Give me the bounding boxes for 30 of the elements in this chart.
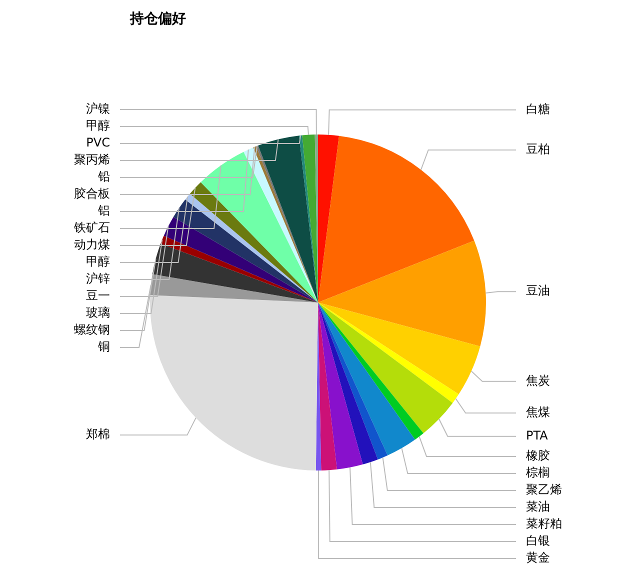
slice-label: 聚丙烯 xyxy=(74,152,110,167)
slice-label: 豆一 xyxy=(86,288,110,303)
slice-label: PTA xyxy=(526,428,549,442)
slice-label: 焦炭 xyxy=(526,373,550,388)
slice-label: 沪锌 xyxy=(86,272,110,286)
slice-label: PVC xyxy=(86,136,110,150)
slice-label: 白糖 xyxy=(526,102,550,116)
slice-label: 动力煤 xyxy=(74,238,110,252)
slice-label: 黄金 xyxy=(526,550,550,565)
slice-label: 焦煤 xyxy=(526,405,550,420)
slice-label: 玻璃 xyxy=(86,306,110,320)
slice-label: 甲醇 xyxy=(86,118,110,133)
slice-label: 沪镍 xyxy=(86,102,110,116)
slice-label: 铜 xyxy=(97,340,110,354)
slice-label: 豆油 xyxy=(526,284,550,298)
chart-title: 持仓偏好 xyxy=(130,10,186,28)
slice-label: 白银 xyxy=(526,534,550,548)
slice-label: 郑棉 xyxy=(86,427,110,442)
slice-label: 铝 xyxy=(97,204,110,218)
slice-label: 豆柏 xyxy=(526,142,550,156)
slice-label: 聚乙烯 xyxy=(526,482,562,497)
slice-label: 铁矿石 xyxy=(73,220,110,235)
slice-label: 胶合板 xyxy=(74,186,110,201)
slice-label: 棕榈 xyxy=(526,466,550,480)
slice-label: 菜油 xyxy=(526,500,550,514)
slice-label: 螺纹钢 xyxy=(74,322,110,337)
slice-label: 甲醇 xyxy=(86,254,110,269)
slice-label: 橡胶 xyxy=(526,448,550,463)
slice-label: 铅 xyxy=(97,170,110,184)
slice-label: 菜籽粕 xyxy=(526,516,562,531)
